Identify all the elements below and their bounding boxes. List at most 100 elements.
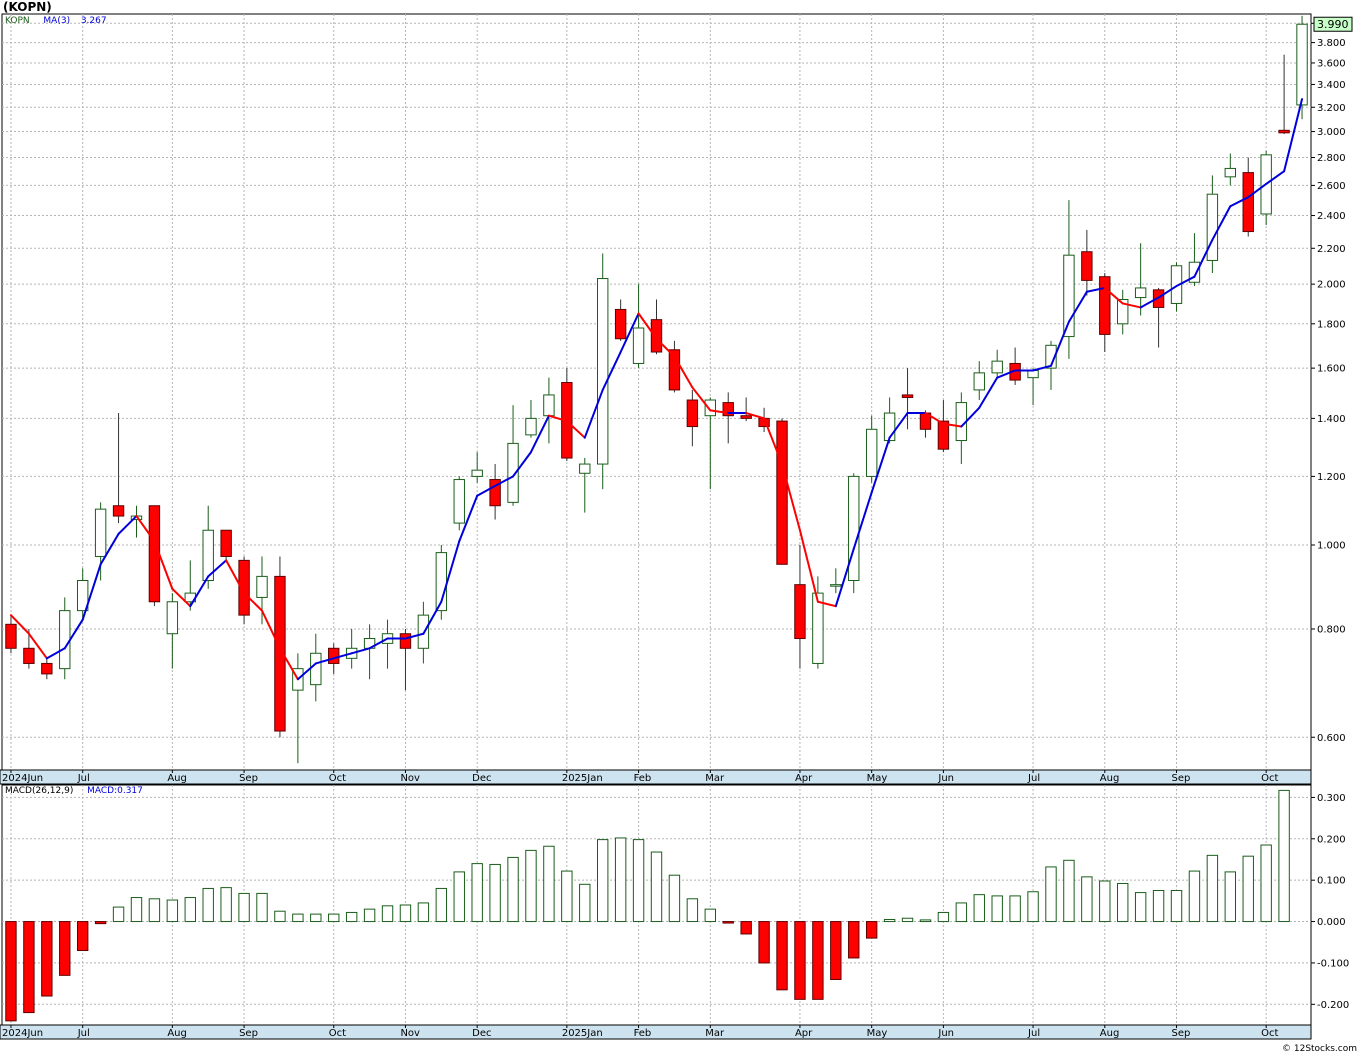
ma-line-segment (296, 662, 317, 681)
chart-title: (KOPN) (3, 0, 52, 14)
ma-line-segment (1265, 170, 1286, 185)
ma-line-segment (458, 494, 479, 543)
ma-line-segment (1211, 205, 1232, 241)
macd-y-tick-label: 0.000 (1317, 917, 1346, 928)
ma-line-segment (332, 652, 353, 660)
ma-line-segment (637, 312, 658, 340)
macd-bar (453, 871, 465, 923)
macd-bar (328, 913, 340, 923)
macd-bar (184, 897, 196, 923)
macd-x-tick-label: Feb (634, 1028, 652, 1039)
macd-x-tick-label: Jun (937, 1028, 954, 1039)
ma-line-segment (870, 436, 891, 494)
ma-line-segment (1032, 364, 1052, 372)
candle-body (848, 475, 860, 582)
ma-line-segment (261, 609, 281, 650)
macd-bar (883, 918, 896, 923)
ma-line-segment (476, 484, 497, 497)
candle-body (489, 479, 501, 507)
macd-value: MACD:0.317 (87, 786, 143, 796)
ma-line-segment (1103, 286, 1124, 305)
macd-bar (704, 908, 716, 923)
macd-bar (901, 917, 914, 923)
candle-body (865, 428, 878, 477)
candle-body (991, 360, 1003, 374)
price-x-axis-strip (0, 769, 1312, 785)
macd-bar (579, 883, 591, 923)
candle-body (812, 592, 824, 664)
ma-line-segment (709, 409, 730, 415)
macd-bar (274, 910, 286, 923)
price-y-tick-label: 3.800 (1317, 38, 1346, 49)
macd-bar (381, 905, 394, 923)
candle-body (1296, 23, 1308, 106)
ma-line-segment (960, 406, 981, 428)
macd-bar (937, 911, 950, 923)
candle-body (238, 559, 250, 616)
macd-bar (166, 899, 179, 923)
candle-body (1081, 251, 1093, 281)
macd-y-tick-label: 0.100 (1317, 876, 1346, 887)
price-x-tick-label: Mar (705, 773, 725, 784)
ma-line-segment (9, 614, 30, 635)
price-y-tick-label: 1.600 (1317, 364, 1346, 375)
price-y-tick-label: 2.800 (1317, 153, 1346, 164)
macd-y-tick-label: -0.200 (1317, 1000, 1349, 1011)
macd-bar (1027, 891, 1039, 923)
macd-bar (794, 921, 806, 1000)
ma-line-segment (924, 412, 945, 425)
price-x-tick-label: Sep (1172, 773, 1191, 784)
price-x-tick-label: Sep (239, 773, 258, 784)
macd-bar (507, 856, 519, 923)
candle-body (1117, 299, 1129, 325)
ma-line-segment (153, 540, 174, 590)
macd-bar (1152, 890, 1165, 923)
macd-bar (1117, 882, 1129, 923)
candle-body (59, 610, 71, 670)
price-x-tick-label: Jul (1027, 773, 1040, 784)
price-panel-frame (1, 13, 1312, 771)
macd-bar (41, 921, 53, 997)
candle-body (1206, 193, 1219, 261)
price-y-tick-label: 3.200 (1317, 103, 1346, 114)
ma-line-segment (404, 632, 425, 640)
candle-body (1170, 265, 1183, 304)
ma-line-segment (189, 575, 210, 608)
ma-line-segment (99, 532, 120, 566)
macd-bar (543, 845, 555, 923)
macd-y-tick-label: 0.300 (1317, 793, 1346, 804)
price-x-tick-label: Oct (329, 773, 346, 784)
macd-bar (991, 895, 1003, 923)
ma-line-segment (763, 417, 784, 466)
ma-line-segment (1247, 182, 1268, 199)
macd-bar (1081, 876, 1093, 923)
macd-bar (363, 908, 376, 923)
candle-body (166, 601, 179, 635)
ma-line-segment (314, 657, 335, 665)
macd-bar (256, 892, 268, 923)
macd-x-tick-label: Nov (400, 1028, 420, 1039)
ma-line-segment (422, 600, 443, 635)
ma-line-segment (798, 529, 819, 603)
ma-line-segment (63, 618, 84, 650)
ma-line-segment (117, 515, 138, 535)
ma-line-segment (278, 647, 299, 681)
candle-body (901, 394, 914, 398)
price-y-tick-label: 3.400 (1317, 80, 1346, 91)
candle-body (310, 652, 322, 686)
candle-body (471, 469, 483, 477)
site-credit: © 12Stocks.com (1282, 1044, 1357, 1054)
ma-line-segment (547, 414, 568, 423)
macd-bar (489, 863, 501, 923)
candle-body (704, 399, 716, 417)
macd-bar (292, 913, 304, 923)
candle-body (937, 420, 950, 450)
ma-line-segment (781, 463, 801, 532)
candle-body (23, 647, 35, 664)
price-x-tick-label: Aug (167, 773, 187, 784)
macd-bar (776, 921, 788, 991)
candle-body (632, 327, 645, 364)
last-price-value: 3.990 (1317, 18, 1349, 31)
ma-line-segment (834, 547, 855, 608)
